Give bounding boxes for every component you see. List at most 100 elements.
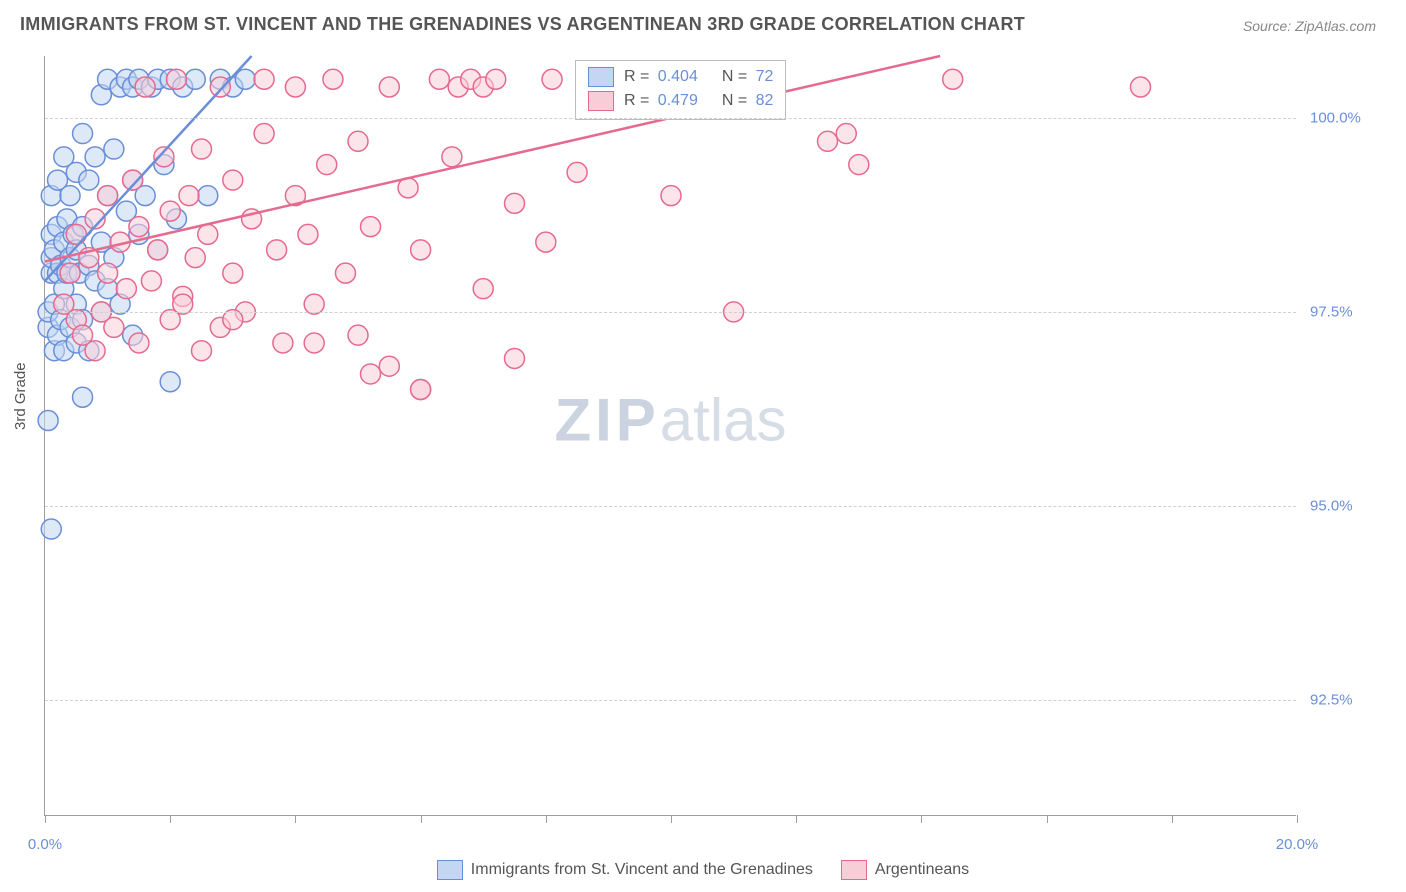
- data-point: [198, 186, 218, 206]
- data-point: [79, 170, 99, 190]
- x-tick: [1297, 815, 1298, 823]
- data-point: [429, 69, 449, 89]
- data-point: [361, 364, 381, 384]
- data-point: [73, 387, 93, 407]
- data-point: [60, 186, 80, 206]
- legend-stats-row: R = 0.479 N = 82: [588, 89, 773, 113]
- x-tick-label: 20.0%: [1276, 836, 1319, 853]
- legend-swatch: [841, 860, 867, 880]
- data-point: [198, 224, 218, 244]
- data-point: [166, 69, 186, 89]
- data-point: [285, 77, 305, 97]
- legend-swatch: [588, 91, 614, 111]
- data-point: [223, 263, 243, 283]
- scatter-svg: [45, 56, 1296, 815]
- data-point: [505, 348, 525, 368]
- legend-label: Immigrants from St. Vincent and the Gren…: [471, 861, 813, 879]
- x-tick: [1172, 815, 1173, 823]
- data-point: [254, 69, 274, 89]
- x-tick: [546, 815, 547, 823]
- data-point: [1131, 77, 1151, 97]
- data-point: [943, 69, 963, 89]
- x-tick-label: 0.0%: [28, 836, 62, 853]
- x-tick: [796, 815, 797, 823]
- y-tick-label: 100.0%: [1310, 110, 1380, 127]
- data-point: [335, 263, 355, 283]
- data-point: [104, 317, 124, 337]
- legend-n-value: N = 82: [722, 92, 774, 110]
- data-point: [85, 341, 105, 361]
- x-tick: [671, 815, 672, 823]
- data-point: [379, 356, 399, 376]
- data-point: [254, 124, 274, 144]
- data-point: [323, 69, 343, 89]
- legend-label: Argentineans: [875, 861, 969, 879]
- x-tick: [421, 815, 422, 823]
- plot-area: ZIPatlas R = 0.404N = 72R = 0.479N = 82 …: [44, 56, 1296, 816]
- data-point: [38, 410, 58, 430]
- data-point: [41, 519, 61, 539]
- data-point: [486, 69, 506, 89]
- data-point: [73, 124, 93, 144]
- y-tick-label: 92.5%: [1310, 691, 1380, 708]
- data-point: [116, 279, 136, 299]
- data-point: [60, 263, 80, 283]
- data-point: [304, 333, 324, 353]
- x-tick: [45, 815, 46, 823]
- x-tick: [295, 815, 296, 823]
- data-point: [185, 69, 205, 89]
- data-point: [273, 333, 293, 353]
- data-point: [536, 232, 556, 252]
- legend-n-value: N = 72: [722, 68, 774, 86]
- data-point: [298, 224, 318, 244]
- data-point: [135, 77, 155, 97]
- legend-r-value: R = 0.479: [624, 92, 698, 110]
- data-point: [849, 155, 869, 175]
- legend-swatch: [437, 860, 463, 880]
- x-tick: [1047, 815, 1048, 823]
- y-axis-title: 3rd Grade: [12, 362, 29, 430]
- data-point: [836, 124, 856, 144]
- chart-title: IMMIGRANTS FROM ST. VINCENT AND THE GREN…: [20, 14, 1025, 35]
- gridline-h: [45, 312, 1296, 313]
- data-point: [267, 240, 287, 260]
- gridline-h: [45, 700, 1296, 701]
- legend-item: Immigrants from St. Vincent and the Gren…: [437, 860, 813, 880]
- data-point: [379, 77, 399, 97]
- data-point: [179, 186, 199, 206]
- x-tick: [170, 815, 171, 823]
- data-point: [129, 333, 149, 353]
- data-point: [411, 240, 431, 260]
- legend-r-value: R = 0.404: [624, 68, 698, 86]
- legend-item: Argentineans: [841, 860, 969, 880]
- data-point: [223, 170, 243, 190]
- gridline-h: [45, 118, 1296, 119]
- data-point: [160, 201, 180, 221]
- source-label: Source: ZipAtlas.com: [1243, 18, 1376, 34]
- data-point: [104, 139, 124, 159]
- gridline-h: [45, 506, 1296, 507]
- data-point: [66, 224, 86, 244]
- data-point: [185, 248, 205, 268]
- legend-swatch: [588, 67, 614, 87]
- y-tick-label: 95.0%: [1310, 497, 1380, 514]
- data-point: [411, 379, 431, 399]
- data-point: [567, 162, 587, 182]
- data-point: [348, 325, 368, 345]
- data-point: [473, 279, 493, 299]
- data-point: [192, 139, 212, 159]
- data-point: [317, 155, 337, 175]
- data-point: [141, 271, 161, 291]
- data-point: [505, 193, 525, 213]
- data-point: [361, 217, 381, 237]
- data-point: [661, 186, 681, 206]
- data-point: [542, 69, 562, 89]
- data-point: [98, 263, 118, 283]
- data-point: [210, 77, 230, 97]
- data-point: [442, 147, 462, 167]
- data-point: [192, 341, 212, 361]
- legend-correlation-box: R = 0.404 N = 72 R = 0.479 N = 82: [575, 60, 786, 120]
- data-point: [98, 186, 118, 206]
- data-point: [85, 147, 105, 167]
- data-point: [129, 217, 149, 237]
